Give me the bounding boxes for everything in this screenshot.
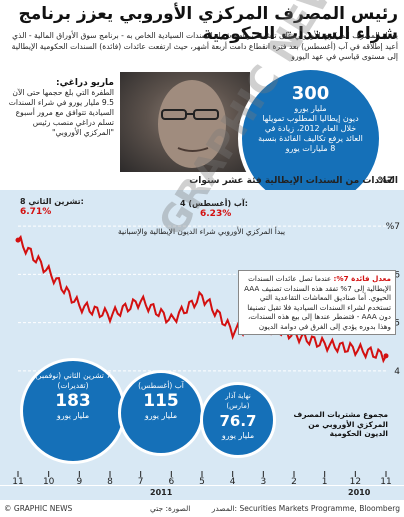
annotation-nov8-value: 6.71% — [20, 207, 51, 217]
draghi-photo — [120, 72, 250, 172]
chart-heading-bar: العائدات من السندات الإيطالية فئة عشر سن… — [0, 174, 404, 190]
x-tick-label: 11 — [380, 477, 391, 485]
bubble-aug: آب (أغسطس) 115 مليار يورو — [118, 370, 204, 456]
bubble-mar-value: 76.7 — [219, 412, 257, 430]
intro-text: يعمل المصرف المركزي الأوروبي على تنشيط ب… — [11, 31, 398, 61]
annotation-aug4-text: يبدأ المركزي الأوروبي شراء الديون الإيطا… — [118, 226, 285, 236]
data-point — [15, 237, 21, 243]
annotation-nov8-label: 8 تشرين الثاني: — [20, 197, 84, 206]
year-2010: 2010 — [348, 488, 371, 497]
y-tick-label: 4 — [394, 367, 400, 377]
x-tick-label: 8 — [107, 477, 113, 485]
footer: © GRAPHIC NEWS الصورة: جتي المصدر: Secur… — [0, 500, 404, 517]
draghi-text: الطفرة التي بلغ حجمها حتى الآن 9.5 مليار… — [8, 88, 114, 137]
series-line — [17, 234, 387, 364]
source: المصدر: Securities Markets Programme, Bl… — [211, 504, 400, 513]
x-tick-label: 10 — [43, 477, 55, 485]
bubble-nov-value: 183 — [55, 391, 91, 411]
x-tick-label: 2 — [291, 477, 297, 485]
y-tick-label: %7 — [386, 222, 400, 232]
x-tick-label: 11 — [12, 477, 23, 485]
bubble-nov-date: 7 تشرين الثاني (نوفمبر) (تقديرات) — [34, 371, 112, 390]
x-tick-label: 5 — [199, 477, 205, 485]
bubbles-caption: مجموع مشتريات المصرف المركزي الأوروبي من… — [293, 410, 388, 438]
bubble-aug-date: آب (أغسطس) — [138, 381, 184, 390]
annotation-aug4-value: 6.23% — [200, 209, 231, 219]
x-tick-label: 9 — [76, 477, 82, 485]
portrait-icon — [158, 80, 226, 168]
bubble-aug-unit: مليار يورو — [144, 411, 178, 420]
draghi-name: ماريو دراغي: — [55, 78, 114, 88]
bubble-mar: نهاية آذار (مارس) 76.7 مليار يورو — [200, 382, 276, 458]
x-tick-label: 6 — [168, 477, 174, 485]
bubble-300-text: ديون إيطاليا المطلوب تمويلها خلال العام … — [258, 114, 363, 153]
x-tick-label: 7 — [138, 477, 144, 485]
copyright: © GRAPHIC NEWS — [4, 504, 73, 513]
x-tick-label: 1 — [322, 477, 328, 485]
x-tick-label: 12 — [350, 477, 361, 485]
bubble-nov: 7 تشرين الثاني (نوفمبر) (تقديرات) 183 مل… — [20, 358, 126, 464]
bubble-nov-unit: مليار يورو — [56, 411, 90, 420]
x-tick-label: 4 — [230, 477, 236, 485]
year-2011: 2011 — [150, 488, 173, 497]
bubble-300-value: 300 — [291, 83, 330, 104]
page-title: رئيس المصرف المركزي الأوروبي يعزز برنامج… — [0, 0, 404, 44]
bubble-mar-unit: مليار يورو — [221, 431, 255, 440]
data-point — [383, 353, 389, 359]
bubble-mar-date: نهاية آذار (مارس) — [225, 392, 251, 410]
note-box: معدل فائدة 7%: عندما تصل عائدات السندات … — [238, 270, 396, 335]
x-tick-label: 3 — [260, 477, 266, 485]
y-top-label: %7 — [378, 176, 394, 186]
note-text: عندما تصل عائدات السندات الإيطالية إلى 7… — [244, 274, 391, 331]
bubble-300: 300 مليار يورو ديون إيطاليا المطلوب تموي… — [238, 66, 383, 211]
y-tick-label: 5 — [394, 319, 400, 329]
note-head: معدل فائدة 7%: — [333, 274, 392, 283]
draghi-box: ماريو دراغي: الطفرة التي بلغ حجمها حتى ا… — [4, 78, 114, 138]
y-tick-label: 6 — [394, 270, 400, 280]
photo-credit: الصورة: جتي — [150, 504, 191, 513]
bubble-300-unit: مليار يورو — [294, 104, 327, 113]
chart-heading: العائدات من السندات الإيطالية فئة عشر سن… — [189, 176, 398, 186]
annotation-aug4-label: 4 آب (أغسطس): — [180, 198, 248, 209]
year-bar: 2011 2010 — [0, 486, 404, 500]
bubble-aug-value: 115 — [143, 391, 179, 411]
